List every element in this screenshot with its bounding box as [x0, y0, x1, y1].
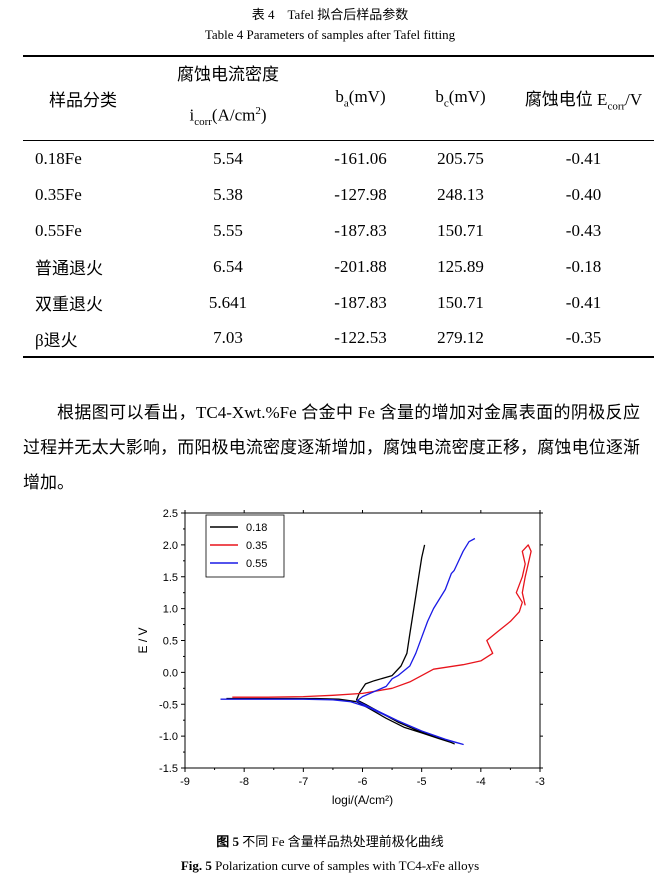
header-ecorr: 腐蚀电位 Ecorr/V	[524, 89, 643, 113]
table-row: β退火 7.03 -122.53 279.12 -0.35	[23, 321, 654, 357]
series-line-0-55	[220, 537, 476, 746]
y-tick-label: 0.5	[163, 636, 178, 648]
legend-label: 0.18	[246, 522, 267, 534]
cell-sample: 普通退火	[35, 259, 103, 279]
cell-sample: 0.18Fe	[35, 148, 82, 168]
legend-label: 0.35	[246, 540, 267, 552]
cell-ba: -122.53	[334, 328, 387, 348]
cell-sample: β退火	[35, 330, 78, 350]
y-tick-label: -1.0	[159, 731, 178, 743]
header-sample: 样品分类	[49, 91, 117, 111]
header-icorr-unit: icorr(A/cm2)	[189, 105, 267, 129]
cell-bc: 279.12	[437, 328, 484, 348]
cell-icorr: 7.03	[213, 328, 243, 348]
cell-icorr: 5.38	[213, 184, 243, 204]
series-layer	[220, 537, 532, 746]
x-tick-label: -9	[180, 776, 190, 788]
body-paragraph: 根据图可以看出，TC4-Xwt.%Fe 合金中 Fe 含量的增加对金属表面的阴极…	[23, 403, 640, 492]
cell-ecorr: -0.18	[565, 256, 602, 276]
cell-sample: 0.35Fe	[35, 184, 82, 204]
figure-label-english: Fig. 5	[180, 858, 212, 873]
table-header-row: 样品分类 腐蚀电流密度 icorr(A/cm2) ba(mV) bc(mV) 腐…	[23, 56, 654, 141]
cell-bc: 248.13	[437, 184, 484, 204]
header-ba: ba(mV)	[335, 87, 386, 110]
table-row: 0.35Fe 5.38 -127.98 248.13 -0.40	[23, 177, 654, 213]
table-row: 0.18Fe 5.54 -161.06 205.75 -0.41	[23, 141, 654, 177]
x-tick-label: -6	[358, 776, 368, 788]
cell-ba: -161.06	[334, 148, 387, 168]
cell-ecorr: -0.35	[565, 328, 602, 348]
figure-caption: 图 5 不同 Fe 含量样品热处理前极化曲线	[0, 831, 660, 850]
cell-icorr: 5.55	[213, 220, 243, 240]
figure-caption-english: Fig. 5 Polarization curve of samples wit…	[180, 858, 480, 873]
y-tick-label: 1.0	[163, 604, 178, 616]
cell-ecorr: -0.41	[565, 148, 602, 168]
table-row: 双重退火 5.641 -187.83 150.71 -0.41	[23, 285, 654, 321]
parameters-table: 样品分类 腐蚀电流密度 icorr(A/cm2) ba(mV) bc(mV) 腐…	[23, 55, 654, 358]
header-icorr-cn: 腐蚀电流密度	[177, 65, 279, 84]
cell-ba: -201.88	[334, 256, 387, 276]
cell-icorr: 5.54	[213, 148, 243, 168]
cell-bc: 125.89	[437, 256, 484, 276]
y-tick-label: 2.5	[163, 508, 178, 520]
y-axis-label: E / V	[136, 627, 150, 653]
x-tick-label: -8	[239, 776, 249, 788]
header-icorr: 腐蚀电流密度 icorr(A/cm2)	[143, 56, 313, 141]
legend-box	[205, 514, 285, 578]
x-tick-label: -5	[417, 776, 427, 788]
cell-ba: -127.98	[334, 184, 387, 204]
x-tick-label: -3	[535, 776, 545, 788]
table-caption-english: Table 4 Parameters of samples after Tafe…	[204, 27, 456, 42]
polarization-chart: -9 -8 -7 -6 -5 -4 -3 -1.5 -1.0 -0.5 0.0 0.5 1.0 1.5 2.…	[136, 508, 545, 807]
legend-label: 0.55	[246, 558, 267, 570]
y-tick-label: 1.5	[163, 572, 178, 584]
cell-bc: 150.71	[437, 292, 484, 312]
y-tick-label: -0.5	[159, 699, 178, 711]
cell-sample: 0.55Fe	[35, 220, 82, 240]
table-row: 0.55Fe 5.55 -187.83 150.71 -0.43	[23, 213, 654, 249]
figure-label: 图 5	[216, 834, 239, 849]
x-tick-label: -4	[476, 776, 486, 788]
cell-icorr: 5.641	[208, 292, 248, 312]
chart-axes: -9 -8 -7 -6 -5 -4 -3 -1.5 -1.0 -0.5 0.0 0.5 1.0 1.5 2.…	[159, 508, 545, 788]
cell-ecorr: -0.40	[565, 184, 602, 204]
cell-bc: 205.75	[437, 148, 484, 168]
y-tick-label: 2.0	[163, 540, 178, 552]
figure-caption-text: 不同 Fe 含量样品热处理前极化曲线	[242, 834, 444, 849]
table-row: 普通退火 6.54 -201.88 125.89 -0.18	[23, 249, 654, 285]
x-tick-label: -7	[298, 776, 308, 788]
cell-ecorr: -0.41	[565, 292, 602, 312]
cell-icorr: 6.54	[213, 256, 243, 276]
cell-sample: 双重退火	[35, 295, 103, 315]
header-bc: bc(mV)	[435, 87, 486, 110]
chart-legend: 0.18 0.35 0.55	[205, 514, 285, 578]
cell-ba: -187.83	[334, 292, 387, 312]
y-tick-label: 0.0	[163, 667, 178, 679]
y-tick-label: -1.5	[159, 763, 178, 775]
cell-ba: -187.83	[334, 220, 387, 240]
table-caption: 表 4 Tafel 拟合后样品参数	[251, 7, 409, 22]
cell-ecorr: -0.43	[565, 220, 602, 240]
cell-bc: 150.71	[437, 220, 484, 240]
x-axis-label: logi/(A/cm²)	[332, 793, 393, 807]
